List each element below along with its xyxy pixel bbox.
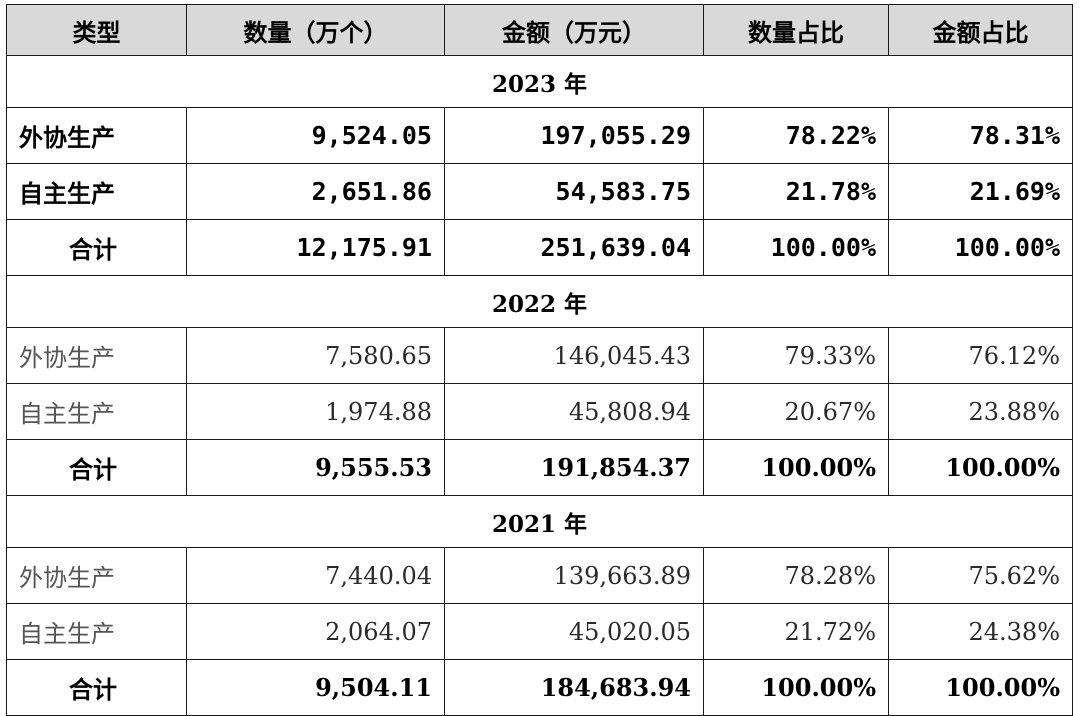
total-row: 合计 9,504.11 184,683.94 100.00% 100.00%: [6, 659, 1073, 716]
quantity-pct-cell: 78.28%: [703, 547, 889, 604]
quantity-pct-cell: 100.00%: [703, 219, 889, 276]
amount-pct-cell: 76.12%: [888, 327, 1073, 384]
year-label: 2021 年: [6, 495, 1073, 548]
amount-pct-cell: 24.38%: [888, 603, 1073, 660]
type-cell: 自主生产: [6, 603, 187, 660]
quantity-cell: 9,555.53: [186, 439, 445, 496]
amount-pct-cell: 100.00%: [888, 439, 1073, 496]
total-label: 合计: [6, 219, 187, 276]
quantity-cell: 1,974.88: [186, 383, 445, 440]
type-cell: 外协生产: [6, 547, 187, 604]
quantity-pct-cell: 78.22%: [703, 107, 889, 164]
quantity-pct-cell: 79.33%: [703, 327, 889, 384]
header-type: 类型: [6, 4, 187, 56]
total-label: 合计: [6, 439, 187, 496]
type-cell: 自主生产: [6, 383, 187, 440]
header-row: 类型 数量（万个） 金额（万元） 数量占比 金额占比: [6, 4, 1073, 56]
quantity-cell: 7,440.04: [186, 547, 445, 604]
year-label: 2023 年: [6, 55, 1073, 108]
header-quantity-pct: 数量占比: [703, 4, 889, 56]
total-row: 合计 9,555.53 191,854.37 100.00% 100.00%: [6, 439, 1073, 496]
amount-pct-cell: 100.00%: [888, 219, 1073, 276]
header-amount: 金额（万元）: [444, 4, 704, 56]
amount-pct-cell: 23.88%: [888, 383, 1073, 440]
table-row: 外协生产 9,524.05 197,055.29 78.22% 78.31%: [6, 107, 1073, 164]
amount-cell: 251,639.04: [444, 219, 704, 276]
header-amount-pct: 金额占比: [888, 4, 1073, 56]
type-cell: 自主生产: [6, 163, 187, 220]
amount-cell: 139,663.89: [444, 547, 704, 604]
amount-pct-cell: 75.62%: [888, 547, 1073, 604]
type-cell: 外协生产: [6, 327, 187, 384]
table-row: 自主生产 2,651.86 54,583.75 21.78% 21.69%: [6, 163, 1073, 220]
quantity-cell: 7,580.65: [186, 327, 445, 384]
table-row: 外协生产 7,580.65 146,045.43 79.33% 76.12%: [6, 327, 1073, 384]
amount-cell: 184,683.94: [444, 659, 704, 716]
year-row-2021: 2021 年: [6, 495, 1073, 548]
quantity-pct-cell: 21.72%: [703, 603, 889, 660]
table-row: 自主生产 1,974.88 45,808.94 20.67% 23.88%: [6, 383, 1073, 440]
amount-pct-cell: 78.31%: [888, 107, 1073, 164]
amount-pct-cell: 100.00%: [888, 659, 1073, 716]
header-quantity: 数量（万个）: [186, 4, 445, 56]
year-row-2023: 2023 年: [6, 55, 1073, 108]
amount-cell: 45,020.05: [444, 603, 704, 660]
quantity-cell: 9,504.11: [186, 659, 445, 716]
year-row-2022: 2022 年: [6, 275, 1073, 328]
quantity-pct-cell: 20.67%: [703, 383, 889, 440]
quantity-pct-cell: 21.78%: [703, 163, 889, 220]
amount-cell: 146,045.43: [444, 327, 704, 384]
total-label: 合计: [6, 659, 187, 716]
total-row: 合计 12,175.91 251,639.04 100.00% 100.00%: [6, 219, 1073, 276]
year-label: 2022 年: [6, 275, 1073, 328]
amount-cell: 54,583.75: [444, 163, 704, 220]
amount-pct-cell: 21.69%: [888, 163, 1073, 220]
amount-cell: 45,808.94: [444, 383, 704, 440]
amount-cell: 191,854.37: [444, 439, 704, 496]
quantity-cell: 2,651.86: [186, 163, 445, 220]
amount-cell: 197,055.29: [444, 107, 704, 164]
table-row: 外协生产 7,440.04 139,663.89 78.28% 75.62%: [6, 547, 1073, 604]
quantity-pct-cell: 100.00%: [703, 659, 889, 716]
table-row: 自主生产 2,064.07 45,020.05 21.72% 24.38%: [6, 603, 1073, 660]
production-table: 类型 数量（万个） 金额（万元） 数量占比 金额占比 2023 年 外协生产 9…: [6, 4, 1073, 716]
quantity-pct-cell: 100.00%: [703, 439, 889, 496]
type-cell: 外协生产: [6, 107, 187, 164]
quantity-cell: 12,175.91: [186, 219, 445, 276]
quantity-cell: 9,524.05: [186, 107, 445, 164]
quantity-cell: 2,064.07: [186, 603, 445, 660]
